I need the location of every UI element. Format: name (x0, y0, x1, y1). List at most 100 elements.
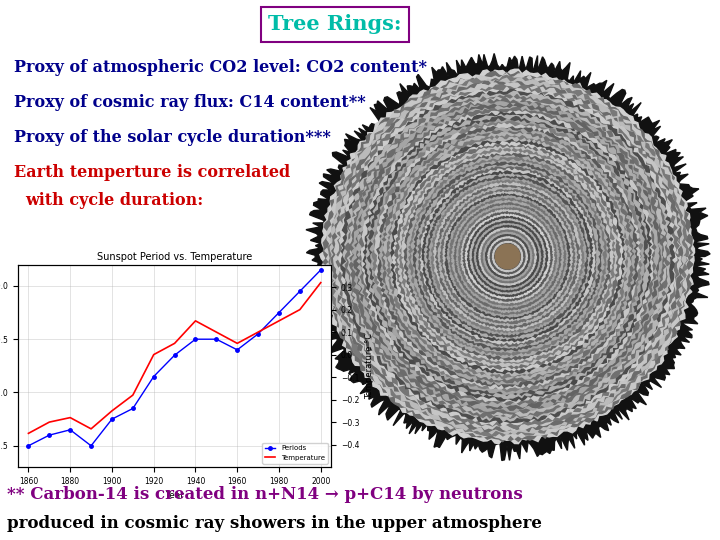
Polygon shape (456, 205, 559, 308)
Polygon shape (350, 98, 665, 414)
Periods (150, 373, 158, 380)
Polygon shape (336, 85, 680, 428)
Polygon shape (445, 194, 570, 319)
Periods (254, 330, 263, 337)
Polygon shape (492, 241, 523, 272)
Polygon shape (470, 219, 546, 294)
Polygon shape (438, 187, 577, 326)
Title: Sunspot Period vs. Temperature: Sunspot Period vs. Temperature (97, 252, 252, 262)
Polygon shape (338, 87, 677, 426)
Polygon shape (409, 158, 606, 356)
Polygon shape (404, 153, 611, 360)
Polygon shape (348, 97, 667, 417)
Polygon shape (341, 90, 675, 423)
Polygon shape (384, 133, 631, 380)
Line: Temperature: Temperature (29, 282, 321, 433)
Polygon shape (320, 69, 695, 444)
Temperature (233, 340, 242, 347)
Polygon shape (488, 237, 527, 276)
Polygon shape (483, 232, 532, 281)
Polygon shape (402, 151, 613, 362)
Polygon shape (407, 156, 608, 358)
Polygon shape (461, 210, 554, 303)
Periods (66, 427, 75, 433)
Polygon shape (474, 224, 541, 290)
Polygon shape (436, 185, 580, 328)
Periods (129, 405, 138, 411)
Text: Tree Rings:: Tree Rings: (268, 14, 402, 35)
Polygon shape (343, 91, 672, 421)
Text: produced in cosmic ray showers in the upper atmosphere: produced in cosmic ray showers in the up… (7, 515, 542, 532)
Polygon shape (375, 123, 640, 389)
Text: Proxy of atmospheric CO2 level: CO2 content*: Proxy of atmospheric CO2 level: CO2 cont… (14, 59, 428, 76)
Polygon shape (418, 167, 596, 347)
Temperature (108, 408, 117, 414)
Periods (212, 336, 221, 342)
Polygon shape (368, 117, 647, 395)
Polygon shape (454, 203, 561, 310)
Temperature (45, 419, 54, 426)
Polygon shape (397, 146, 617, 367)
Text: Proxy of the solar cycle duration***: Proxy of the solar cycle duration*** (14, 129, 331, 146)
Temperature (192, 318, 200, 324)
Text: Earth temperture is correlated: Earth temperture is correlated (14, 164, 291, 181)
Polygon shape (328, 76, 688, 436)
Polygon shape (354, 103, 661, 410)
Polygon shape (306, 53, 710, 461)
Polygon shape (323, 71, 693, 442)
Polygon shape (345, 94, 670, 419)
Temperature (296, 306, 305, 313)
Temperature (212, 329, 221, 335)
Polygon shape (359, 107, 656, 404)
Temperature (66, 414, 75, 421)
Polygon shape (465, 214, 550, 299)
Periods (108, 416, 117, 422)
Polygon shape (388, 137, 627, 376)
Polygon shape (392, 141, 623, 372)
Polygon shape (481, 230, 534, 283)
Text: with cycle duration:: with cycle duration: (25, 192, 204, 210)
Polygon shape (441, 190, 575, 323)
Polygon shape (372, 121, 643, 392)
Temperature (317, 279, 325, 286)
Polygon shape (433, 183, 582, 330)
Polygon shape (431, 180, 584, 333)
Polygon shape (370, 119, 644, 394)
Temperature (129, 392, 138, 399)
Polygon shape (352, 102, 662, 412)
Text: ** Carbon-14 is created in n+N14 → p+C14 by neutrons: ** Carbon-14 is created in n+N14 → p+C14… (7, 485, 523, 503)
Polygon shape (395, 145, 621, 369)
Polygon shape (325, 74, 690, 440)
Polygon shape (495, 244, 521, 269)
Polygon shape (447, 196, 568, 317)
Legend: Periods, Temperature: Periods, Temperature (262, 443, 328, 464)
Polygon shape (472, 221, 543, 292)
Polygon shape (486, 235, 529, 278)
Periods (233, 347, 242, 353)
Polygon shape (427, 176, 588, 338)
Polygon shape (477, 226, 539, 287)
Line: Periods: Periods (27, 268, 323, 448)
Periods (24, 443, 33, 449)
Polygon shape (450, 198, 566, 314)
Polygon shape (333, 83, 681, 430)
Polygon shape (479, 228, 536, 285)
Text: Proxy of cosmic ray flux: C14 content**: Proxy of cosmic ray flux: C14 content** (14, 94, 366, 111)
Polygon shape (411, 160, 604, 353)
Polygon shape (467, 217, 548, 296)
Polygon shape (330, 78, 686, 435)
Polygon shape (361, 111, 654, 403)
Polygon shape (459, 207, 557, 306)
Temperature (254, 329, 263, 335)
Polygon shape (429, 178, 586, 335)
Polygon shape (400, 148, 616, 363)
Periods (87, 443, 96, 449)
Polygon shape (331, 80, 683, 432)
Periods (192, 336, 200, 342)
Temperature (150, 352, 158, 358)
Polygon shape (382, 131, 634, 383)
Periods (171, 352, 179, 359)
Polygon shape (499, 248, 516, 265)
Polygon shape (386, 135, 629, 378)
Polygon shape (420, 168, 595, 344)
